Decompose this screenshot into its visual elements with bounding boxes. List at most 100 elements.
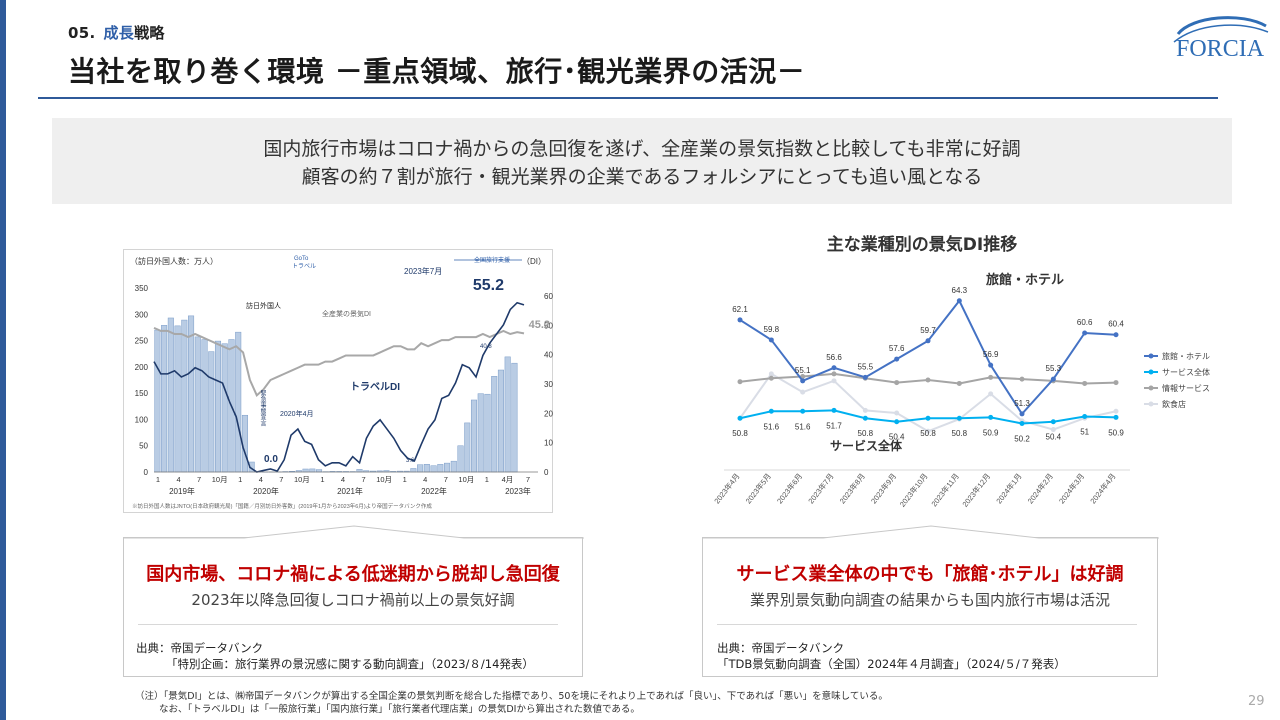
service-data-label: 50.8 — [920, 429, 936, 438]
series-point — [831, 371, 837, 377]
series-point — [862, 415, 868, 421]
series-point — [925, 428, 931, 434]
right-box-notch — [703, 525, 1159, 539]
hotel-data-label: 60.6 — [1077, 318, 1093, 327]
page-number: 29 — [1248, 694, 1265, 709]
industry-di-chart: 62.1 59.8 55.1 56.6 55.5 57.6 59.7 64.3 56.9 51.3… — [690, 262, 1250, 522]
series-point — [737, 379, 743, 385]
left-conclusion-sub: 2023年以降急回復しコロナ禍前以上の景気好調 — [191, 591, 515, 609]
x-month-tick: 7 — [526, 475, 530, 484]
service-data-label: 51.6 — [795, 422, 811, 431]
series-point — [925, 338, 931, 344]
series-point — [1019, 411, 1025, 417]
right-chart-title: 主な業種別の景気DI推移 — [826, 235, 1018, 255]
hotel-data-label: 56.9 — [983, 350, 999, 359]
apr2020-annotation: 2020年4月 — [280, 409, 313, 418]
x-month-tick: 10月 — [212, 475, 228, 484]
hotel-data-label: 55.1 — [795, 366, 811, 375]
section-label: 05. 成長戦略 — [68, 24, 165, 42]
inbound-bar — [235, 331, 242, 473]
series-point — [988, 362, 994, 368]
x-category-label: 2023年8月 — [837, 471, 867, 505]
right-conclusion-head: サービス業全体の中でも「旅館･ホテル」は好調 — [736, 564, 1124, 585]
all-industry-di-annotation: 全産業の景気DI — [322, 309, 371, 318]
service-data-label: 50.4 — [889, 433, 905, 442]
y-right-tick: 0 — [544, 468, 549, 477]
series-point — [988, 414, 994, 420]
service-data-label: 50.8 — [732, 429, 748, 438]
inbound-annotation: 訪日外国人 — [246, 301, 281, 310]
footnote-line-2: なお、「トラベルDI」は「一般旅行業」「国内旅行業」「旅行業者代理店業」の景気D… — [159, 704, 640, 715]
y-left-tick: 250 — [135, 337, 149, 346]
latest-period-label: 2023年7月 — [404, 266, 442, 276]
y-right-tick: 30 — [544, 380, 553, 389]
series-point — [1050, 419, 1056, 425]
inbound-traveldi-chart: （訪日外国人数：万人） （DI） GoTo トラベル 全国旅行支援 350 300… — [123, 249, 553, 513]
left-conclusion-box: 国内市場、コロナ禍による低迷期から脱却し急回復 2023年以降急回復しコロナ禍前… — [123, 525, 584, 677]
x-category-label: 2024年3月 — [1056, 471, 1086, 505]
series-point — [1113, 408, 1119, 414]
x-category-label: 2024年1月 — [994, 471, 1024, 505]
series-point — [831, 365, 837, 371]
hotel-data-label: 51.3 — [1014, 399, 1030, 408]
legend-label: 旅館・ホテル — [1162, 351, 1210, 361]
inbound-bar — [504, 356, 511, 473]
y-left-tick: 0 — [144, 468, 149, 477]
right-conclusion-box: サービス業全体の中でも「旅館･ホテル」は好調 業界別景気動向調査の結果からも国内… — [702, 525, 1159, 677]
zero-annotation: 0.0 — [264, 454, 278, 465]
series-point — [894, 410, 900, 416]
hotel-data-label: 60.4 — [1108, 320, 1124, 329]
x-month-tick: 4 — [176, 475, 180, 484]
inbound-bar — [464, 422, 471, 473]
series-point — [831, 407, 837, 413]
series-point — [737, 317, 743, 323]
series-point — [862, 407, 868, 413]
service-data-label: 51.6 — [764, 422, 780, 431]
series-point — [800, 408, 806, 414]
inbound-bar — [154, 329, 161, 473]
x-month-tick: 10月 — [294, 475, 310, 484]
x-month-tick: 10月 — [376, 475, 392, 484]
hotel-data-label: 55.3 — [1046, 364, 1062, 373]
hotel-data-label: 59.7 — [920, 326, 936, 335]
series-point — [1113, 380, 1119, 386]
inbound-bar — [417, 464, 424, 473]
series-point — [862, 374, 868, 380]
inbound-bar — [484, 393, 491, 473]
y-right-axis-label: （DI） — [522, 257, 546, 266]
x-category-label: 2023年6月 — [774, 471, 804, 505]
goto-travel-label-2: トラベル — [292, 263, 316, 270]
left-conclusion-head: 国内市場、コロナ禍による低迷期から脱却し急回復 — [146, 564, 560, 585]
y-right-tick: 50 — [544, 321, 553, 330]
series-point — [925, 377, 931, 383]
x-category-label: 2024年4月 — [1088, 471, 1118, 505]
legend-marker — [1148, 385, 1154, 391]
legend-marker — [1148, 369, 1154, 375]
legend-label: 情報サービス — [1162, 383, 1210, 393]
x-month-tick: 4 — [341, 475, 345, 484]
series-point — [925, 415, 931, 421]
hotel-data-label: 59.8 — [764, 325, 780, 334]
inbound-bar — [181, 319, 188, 473]
x-month-tick: 1 — [238, 475, 242, 484]
inbound-bar — [309, 468, 316, 473]
hotel-data-label: 56.6 — [826, 353, 842, 362]
left-accent-bar — [0, 0, 6, 720]
inbound-bar — [491, 376, 498, 473]
series-point — [956, 415, 962, 421]
series-point — [988, 374, 994, 380]
legend-label: 飲食店 — [1162, 399, 1186, 409]
all-industry-di-line — [153, 326, 525, 397]
title-underline — [38, 97, 1218, 99]
inbound-bar — [194, 336, 201, 473]
x-year-tick: 2020年 — [253, 486, 279, 496]
x-month-tick: 7 — [361, 475, 365, 484]
series-point — [1113, 414, 1119, 420]
inbound-bar — [174, 325, 181, 473]
x-month-tick: 4月 — [502, 475, 514, 484]
summary-line-2: 顧客の約７割が旅行・観光業界の企業であるフォルシアにとっても追い風となる — [301, 166, 983, 188]
x-category-label: 2023年12月 — [960, 471, 993, 509]
inbound-bar — [167, 317, 174, 473]
series-point — [1082, 414, 1088, 419]
series-point — [1082, 380, 1088, 386]
